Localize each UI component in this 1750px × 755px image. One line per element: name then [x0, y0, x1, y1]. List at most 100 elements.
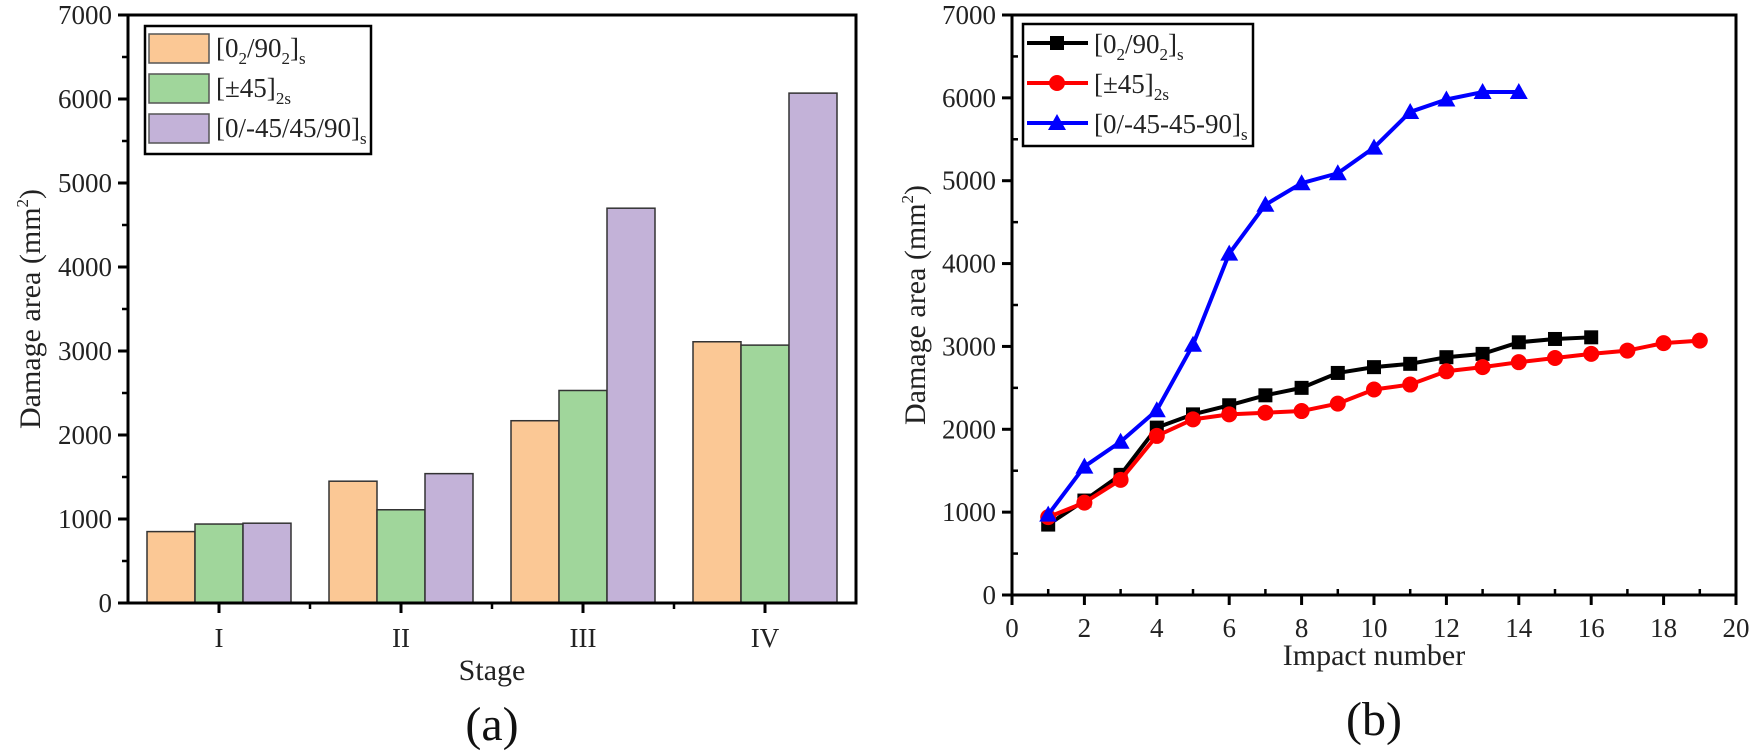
data-point [1258, 388, 1273, 403]
legend-marker [1049, 75, 1065, 91]
data-point [1365, 138, 1383, 155]
legend-label: [±45]2s [216, 73, 291, 108]
data-point [1584, 330, 1599, 345]
bar-III-series-0 [510, 419, 560, 604]
data-point [1294, 380, 1309, 395]
x-tick-label: II [392, 623, 410, 653]
data-point [1256, 195, 1275, 212]
y-axis-ticks: 0 1000 2000 3000 4000 5000 6000 7000 [58, 0, 128, 618]
y-tick-label: 7000 [942, 0, 996, 30]
y-tick-label: 4000 [58, 252, 112, 282]
y-tick-label: 0 [99, 588, 113, 618]
y-tick-label: 5000 [58, 168, 112, 198]
y-tick-label: 2000 [58, 420, 112, 450]
data-point [1184, 335, 1202, 352]
bar-II-series-0 [328, 480, 378, 604]
data-point [1475, 346, 1490, 361]
legend-marker [1048, 114, 1066, 130]
data-point [1329, 395, 1346, 412]
bar-I-series-1 [194, 523, 244, 604]
y-axis-title: Damage area (mm2) [13, 189, 47, 429]
x-tick-label: I [215, 623, 224, 653]
legend: [02/902]s [±45]2s [0/-45/45/90]s [143, 24, 373, 156]
x-axis-title: Stage [459, 654, 526, 687]
y-tick-label: 3000 [58, 336, 112, 366]
bar-III-series-2 [606, 207, 656, 604]
data-point [1112, 471, 1129, 488]
data-point [1619, 342, 1636, 359]
legend-swatch [148, 33, 210, 64]
legend-label: [±45]2s [1094, 69, 1169, 104]
y-tick-label: 4000 [942, 249, 996, 279]
data-point [1076, 494, 1093, 511]
bar-I-series-0 [146, 530, 196, 604]
data-point [1292, 174, 1311, 191]
legend-swatch [148, 113, 210, 144]
x-tick-label: 2 [1078, 613, 1092, 643]
data-point [1511, 335, 1526, 350]
x-tick-label: 8 [1295, 613, 1309, 643]
x-tick-label: 20 [1723, 613, 1750, 643]
x-tick-label: 4 [1150, 613, 1164, 643]
data-point [1547, 350, 1563, 367]
panel-label-a: (a) [465, 698, 518, 751]
legend-label: [0/-45/45/90]s [216, 113, 367, 148]
data-point [1473, 83, 1492, 100]
x-tick-label: 6 [1222, 613, 1236, 643]
data-point [1366, 381, 1382, 398]
data-point [1075, 457, 1094, 474]
x-tick-label: 0 [1005, 613, 1019, 643]
series-line [1046, 90, 1519, 516]
data-point [1583, 345, 1600, 362]
data-point [1147, 401, 1166, 418]
y-tick-label: 2000 [942, 414, 996, 444]
data-point [1437, 90, 1456, 107]
data-point [1509, 83, 1528, 100]
data-point [1257, 404, 1274, 421]
x-axis-ticks: 0 2 4 6 8 10 12 14 16 18 20 [1005, 589, 1750, 643]
data-point [1220, 244, 1239, 261]
data-point [1039, 505, 1058, 522]
x-tick-label: IV [751, 623, 780, 653]
data-point [1111, 432, 1130, 449]
x-tick-label: 12 [1433, 613, 1460, 643]
legend-marker [1050, 36, 1064, 50]
legend: [02/902]s [±45]2s [0/-45-45-90]s [1021, 22, 1255, 148]
data-point [1185, 411, 1201, 428]
y-axis-title: Damage area (mm2) [898, 185, 932, 425]
bar-IV-series-1 [740, 344, 790, 604]
data-point [1438, 363, 1455, 380]
data-point [1474, 359, 1491, 376]
line-chart-panel-b: 0 1000 2000 3000 4000 5000 6000 7000 0 2 4 6 8 10 12 1… [898, 0, 1750, 746]
data-point [1510, 354, 1527, 371]
panel-label-b: (b) [1346, 693, 1402, 746]
bars-group [146, 92, 838, 604]
data-point [1148, 427, 1165, 444]
series-line [1047, 335, 1592, 527]
x-tick-label: 18 [1650, 613, 1677, 643]
data-point [1401, 102, 1420, 119]
data-point [1402, 376, 1419, 393]
data-point [1439, 350, 1454, 365]
data-point [1221, 406, 1238, 423]
y-tick-label: 6000 [942, 83, 996, 113]
data-point [1403, 356, 1418, 371]
x-tick-label: 14 [1505, 613, 1533, 643]
y-tick-label: 1000 [58, 504, 112, 534]
data-point [1328, 164, 1347, 181]
legend-label: [02/902]s [216, 33, 306, 68]
bar-II-series-1 [376, 509, 426, 604]
x-axis-ticks: I II III IV [215, 603, 780, 653]
data-point [1691, 332, 1708, 349]
series-2 [1039, 83, 1528, 522]
x-axis-title: Impact number [1283, 639, 1465, 672]
data-point [1367, 360, 1381, 375]
x-tick-label: 10 [1361, 613, 1388, 643]
y-tick-label: 5000 [942, 166, 996, 196]
y-tick-label: 6000 [58, 84, 112, 114]
y-tick-label: 3000 [942, 331, 996, 361]
y-tick-label: 1000 [942, 497, 996, 527]
legend-swatch [148, 73, 210, 104]
